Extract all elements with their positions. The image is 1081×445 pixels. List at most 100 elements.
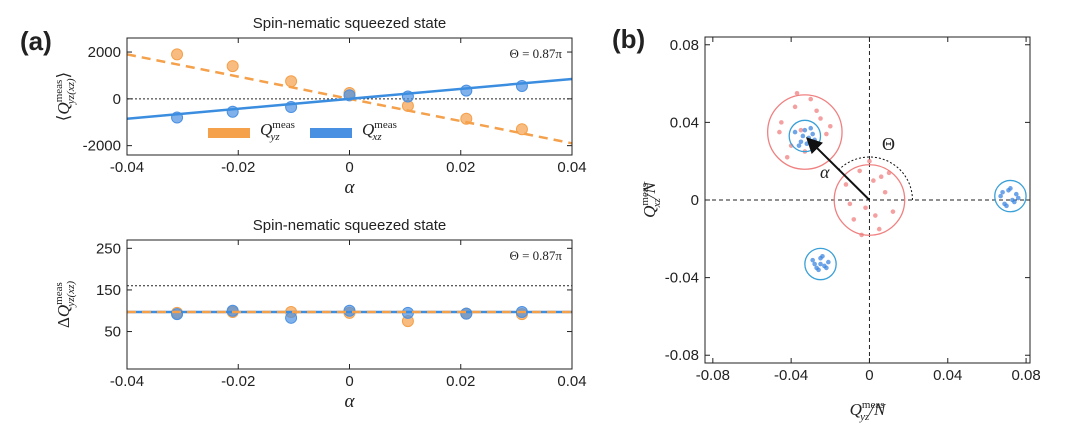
plot-frame (126, 239, 573, 370)
data-point (808, 96, 814, 102)
legend-label-sub: yz (269, 131, 280, 143)
panel-label: (a) (20, 26, 52, 56)
data-point (851, 217, 857, 222)
y-axis-label-base: Q (54, 102, 73, 114)
angle-label: Θ (882, 134, 895, 154)
data-point (890, 209, 896, 214)
angle-arc (838, 156, 913, 201)
y-axis-label-sup: meas (53, 282, 65, 305)
data-point (818, 116, 823, 121)
data-point (1000, 189, 1005, 195)
data-point (826, 259, 831, 265)
y-axis-label-sup: meas (639, 183, 651, 206)
data-point (847, 201, 853, 207)
data-point (800, 133, 806, 139)
x-axis-label: Qmeas yz/N (850, 399, 887, 423)
legend-label-base: Q (362, 120, 374, 139)
x-axis-label-sub: yz (859, 411, 870, 423)
data-point (798, 139, 804, 145)
y-tick-label: -2000 (83, 138, 121, 155)
data-point (171, 308, 184, 321)
x-tick-label: -0.04 (110, 159, 144, 176)
y-axis-label-post: /N (640, 180, 659, 199)
x-tick-label: 0 (345, 373, 353, 390)
x-tick-label: -0.02 (221, 373, 255, 390)
data-point (226, 60, 239, 73)
x-tick-label: 0.04 (557, 159, 586, 176)
data-point (882, 189, 888, 195)
data-point (808, 125, 814, 131)
y-axis-label: ⟨Qmeasyz(xz)⟩ (53, 72, 77, 121)
x-axis-label-base: Q (850, 400, 862, 419)
data-point (863, 205, 868, 211)
data-point (1013, 191, 1019, 197)
y-axis-label: ΔQmeasyz(xz) (53, 281, 77, 328)
data-point (843, 182, 849, 187)
data-point (812, 137, 817, 143)
data-point (1004, 203, 1009, 209)
x-axis-label: α (345, 391, 356, 412)
data-point (285, 311, 298, 324)
data-point (820, 253, 825, 259)
y-tick-label: 150 (96, 282, 121, 299)
data-point (806, 135, 812, 141)
y-tick-label: -0.08 (665, 347, 699, 364)
legend-label: Qmeas yz (260, 119, 295, 143)
annotation: Θ = 0.87π (509, 46, 562, 61)
data-point (876, 226, 882, 232)
y-tick-label: 0.04 (670, 114, 699, 131)
arrow (806, 137, 871, 201)
arrow-label: α (820, 162, 830, 182)
y-tick-label: 2000 (88, 44, 121, 61)
x-tick-label: 0.02 (446, 373, 475, 390)
data-point (792, 129, 798, 135)
chart-title: Spin-nematic squeezed state (253, 15, 446, 32)
legend-label-sup: meas (374, 119, 397, 131)
legend-label-base: Q (260, 120, 272, 139)
data-point (1015, 195, 1021, 201)
legend-label: Qmeas xz (362, 119, 397, 143)
x-tick-label: 0.08 (1011, 367, 1040, 384)
data-point (1008, 186, 1013, 191)
y-tick-label: 250 (96, 240, 121, 257)
cluster-circle (804, 247, 837, 281)
x-tick-label: 0.04 (557, 373, 586, 390)
y-tick-label: 50 (104, 324, 121, 341)
y-tick-label: -0.04 (665, 270, 699, 287)
annotation: Θ = 0.87π (509, 248, 562, 263)
data-point (810, 131, 815, 137)
x-tick-label: -0.08 (696, 367, 730, 384)
data-point (828, 123, 833, 129)
y-tick-label: 0.08 (670, 37, 699, 54)
data-point (779, 120, 784, 125)
data-point (804, 141, 810, 147)
data-point (460, 307, 473, 320)
data-point (802, 127, 808, 133)
data-point (857, 168, 862, 174)
cluster-circle (994, 179, 1027, 213)
x-axis-label-sup: meas (862, 399, 885, 411)
data-point (824, 265, 829, 271)
x-tick-label: -0.04 (774, 367, 808, 384)
chart-title: Spin-nematic squeezed state (253, 217, 446, 234)
x-tick-label: -0.02 (221, 159, 255, 176)
x-tick-label: 0.02 (446, 159, 475, 176)
fit-line (126, 77, 573, 120)
data-point (515, 123, 528, 136)
y-axis-label-base: Q (640, 206, 659, 218)
data-point (794, 90, 800, 96)
data-point (873, 213, 878, 218)
cluster-circle (833, 164, 906, 236)
x-tick-label: 0 (865, 367, 873, 384)
x-axis-label: α (345, 177, 356, 198)
data-point (1012, 199, 1017, 205)
plot-frame (126, 37, 573, 156)
x-tick-label: -0.04 (110, 373, 144, 390)
data-point (878, 174, 884, 180)
y-axis-label-sub: yz(xz) (65, 78, 77, 105)
y-tick-label: 0 (113, 91, 121, 108)
data-point (792, 104, 798, 110)
y-axis-label-sub: xz (651, 197, 663, 208)
data-point (816, 267, 821, 273)
y-axis-label: Qmeasxz/N (639, 180, 663, 217)
